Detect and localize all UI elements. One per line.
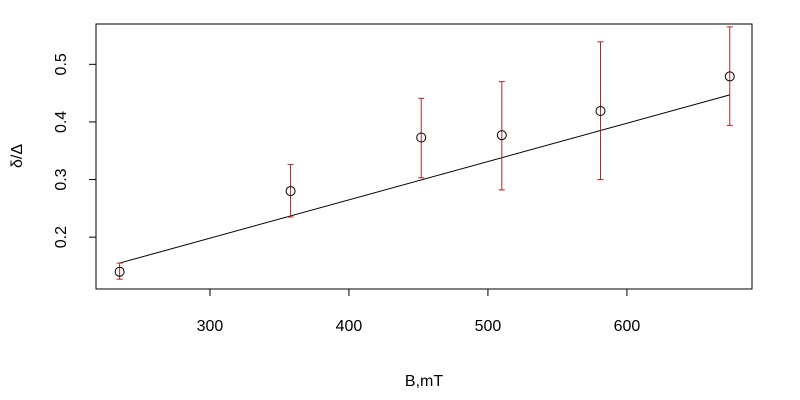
error-bar-layer — [116, 26, 733, 280]
fit-line — [119, 94, 730, 264]
data-point — [285, 186, 296, 197]
data-point — [416, 132, 427, 143]
x-tick-label: 500 — [475, 318, 502, 335]
data-point — [114, 266, 125, 277]
x-tick-label: 600 — [614, 318, 641, 335]
y-axis: 0.2 0.3 0.4 0.5 — [53, 53, 97, 248]
point-layer — [114, 71, 735, 277]
y-tick-label: 0.5 — [53, 53, 70, 75]
fit-line-layer — [119, 94, 730, 264]
y-tick-label: 0.4 — [53, 111, 70, 133]
data-point — [724, 71, 735, 82]
x-tick-label: 400 — [336, 318, 363, 335]
x-axis-title: B,mT — [405, 373, 443, 390]
data-point — [496, 130, 507, 141]
y-tick-label: 0.3 — [53, 168, 70, 190]
x-tick-label: 300 — [197, 318, 224, 335]
y-axis-title: δ/Δ — [9, 144, 26, 168]
y-tick-label: 0.2 — [53, 226, 70, 248]
data-point — [595, 105, 606, 116]
x-axis: 300 400 500 600 — [197, 288, 641, 335]
